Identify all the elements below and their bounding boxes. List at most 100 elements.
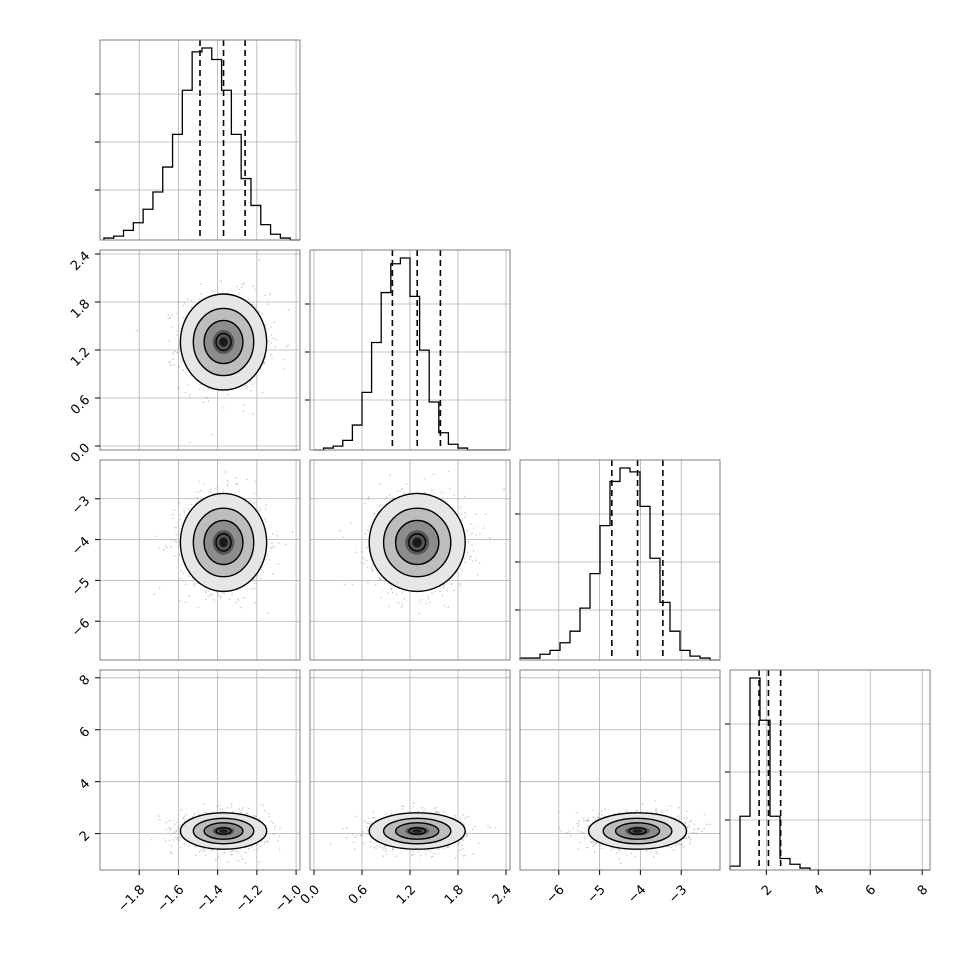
sample-point	[176, 838, 178, 840]
sample-point	[363, 562, 366, 565]
sample-point	[431, 489, 433, 492]
sample-point	[470, 532, 473, 535]
sample-point	[235, 849, 237, 852]
sample-point	[575, 811, 578, 814]
sample-point	[430, 856, 433, 858]
histogram-step	[729, 677, 930, 871]
sample-point	[189, 374, 192, 377]
sample-point	[267, 340, 270, 343]
sample-point	[220, 280, 222, 283]
sample-point	[432, 473, 435, 475]
sample-point	[594, 818, 597, 821]
histogram-step	[314, 257, 506, 451]
sample-point	[271, 356, 273, 359]
sample-point	[353, 836, 356, 839]
sample-point	[190, 299, 192, 302]
sample-point	[270, 342, 273, 344]
sample-point	[202, 401, 205, 404]
sample-point	[572, 827, 574, 830]
sample-point	[692, 831, 695, 834]
sample-point	[217, 855, 220, 858]
sample-point	[453, 494, 456, 496]
sample-point	[219, 596, 222, 599]
sample-point	[370, 567, 373, 569]
sample-point	[238, 288, 241, 291]
sample-point	[363, 820, 366, 822]
sample-point	[270, 820, 272, 823]
sample-point	[173, 831, 176, 834]
sample-point	[168, 819, 171, 822]
sample-point	[271, 541, 273, 544]
sample-point	[173, 555, 176, 557]
sample-point	[342, 827, 345, 830]
sample-point	[237, 859, 240, 862]
sample-point	[370, 821, 373, 824]
sample-point	[494, 826, 497, 829]
sample-point	[171, 513, 174, 516]
contour-line	[179, 293, 268, 391]
sample-point	[438, 811, 440, 813]
sample-point	[379, 579, 382, 582]
sample-point	[228, 598, 231, 601]
histogram-step	[103, 47, 300, 241]
sample-point	[401, 808, 404, 810]
sample-point	[183, 843, 186, 846]
sample-point	[180, 361, 183, 363]
sample-point	[227, 482, 230, 485]
sample-point	[264, 294, 267, 297]
sample-point	[351, 584, 354, 586]
sample-point	[246, 478, 248, 481]
sample-point	[253, 815, 256, 818]
sample-point	[384, 850, 387, 853]
sample-point	[261, 313, 264, 315]
sample-point	[268, 815, 271, 818]
sample-point	[183, 512, 186, 515]
sample-point	[200, 283, 203, 286]
sample-point	[242, 410, 245, 412]
sample-point	[226, 480, 229, 482]
sample-point	[242, 404, 245, 406]
sample-point	[235, 601, 238, 604]
sample-point	[470, 555, 472, 558]
density-level	[219, 829, 228, 833]
sample-point	[186, 298, 189, 301]
sample-point	[179, 518, 181, 521]
contour-line	[215, 827, 232, 835]
sample-point	[433, 852, 436, 855]
sample-point	[478, 533, 481, 536]
sample-point	[397, 602, 400, 604]
sample-point	[366, 566, 369, 569]
sample-point	[171, 852, 174, 855]
sample-point	[462, 823, 465, 826]
sample-point	[682, 846, 685, 848]
sample-point	[184, 815, 186, 817]
sample-point	[199, 489, 202, 492]
sample-point	[634, 855, 637, 858]
sample-point	[241, 858, 244, 861]
sample-point	[654, 800, 657, 802]
sample-point	[239, 855, 242, 858]
sample-point	[204, 396, 207, 399]
sample-point	[251, 303, 254, 306]
sample-point	[256, 844, 259, 847]
sample-point	[232, 810, 234, 813]
sample-point	[272, 833, 275, 836]
sample-point	[405, 483, 408, 486]
sample-point	[264, 508, 267, 511]
sample-point	[176, 333, 178, 336]
sample-point	[367, 529, 370, 532]
sample-point	[271, 572, 274, 575]
sample-point	[395, 592, 398, 595]
sample-point	[239, 606, 242, 609]
sample-point	[450, 583, 453, 585]
sample-point	[244, 862, 247, 864]
sample-point	[378, 483, 381, 485]
sample-point	[252, 285, 254, 287]
sample-point	[200, 292, 203, 295]
sample-point	[362, 842, 365, 845]
sample-point	[489, 826, 492, 829]
sample-point	[477, 573, 480, 576]
sample-point	[592, 808, 594, 811]
sample-point	[387, 605, 390, 608]
sample-point	[168, 340, 171, 342]
